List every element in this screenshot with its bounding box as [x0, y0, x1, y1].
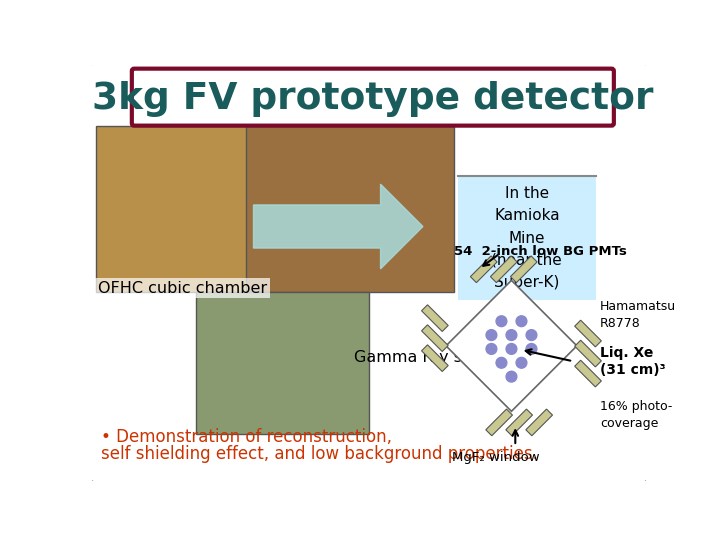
Text: 54  2-inch low BG PMTs: 54 2-inch low BG PMTs — [454, 245, 626, 258]
Text: • Demonstration of reconstruction,: • Demonstration of reconstruction, — [101, 428, 392, 445]
Polygon shape — [526, 409, 552, 436]
Polygon shape — [575, 340, 601, 367]
Polygon shape — [575, 320, 601, 347]
Polygon shape — [510, 256, 537, 282]
Text: Hamamatsu
R8778: Hamamatsu R8778 — [600, 300, 676, 330]
Polygon shape — [490, 256, 517, 282]
Circle shape — [506, 372, 517, 382]
Polygon shape — [470, 256, 497, 282]
Polygon shape — [253, 184, 423, 269]
Text: 3kg FV prototype detector: 3kg FV prototype detector — [92, 80, 654, 117]
Circle shape — [506, 343, 517, 354]
Text: In the
Kamioka
Mine
(near the
Super-K): In the Kamioka Mine (near the Super-K) — [492, 186, 562, 290]
Polygon shape — [421, 325, 449, 352]
Circle shape — [486, 330, 497, 340]
Text: self shielding effect, and low background properties.: self shielding effect, and low backgroun… — [101, 446, 538, 463]
Circle shape — [496, 316, 507, 327]
FancyBboxPatch shape — [196, 292, 369, 434]
Text: OFHC cubic chamber: OFHC cubic chamber — [98, 281, 267, 295]
Circle shape — [516, 357, 527, 368]
Circle shape — [496, 357, 507, 368]
Circle shape — [526, 343, 537, 354]
Text: Liq. Xe
(31 cm)³: Liq. Xe (31 cm)³ — [600, 346, 665, 377]
Circle shape — [526, 330, 537, 340]
FancyBboxPatch shape — [89, 62, 649, 484]
Circle shape — [506, 330, 517, 340]
Polygon shape — [486, 409, 513, 436]
FancyBboxPatch shape — [132, 69, 614, 126]
Polygon shape — [421, 345, 449, 372]
Circle shape — [486, 343, 497, 354]
Polygon shape — [446, 280, 577, 411]
Text: Gamma ray shield: Gamma ray shield — [354, 350, 501, 365]
Text: MgF₂ window: MgF₂ window — [452, 451, 540, 464]
Text: 16% photo-
coverage: 16% photo- coverage — [600, 400, 672, 430]
FancyBboxPatch shape — [457, 177, 596, 300]
Circle shape — [516, 316, 527, 327]
Polygon shape — [506, 409, 533, 436]
FancyBboxPatch shape — [246, 126, 454, 292]
FancyBboxPatch shape — [96, 126, 304, 292]
Polygon shape — [575, 360, 601, 387]
Polygon shape — [421, 305, 449, 332]
